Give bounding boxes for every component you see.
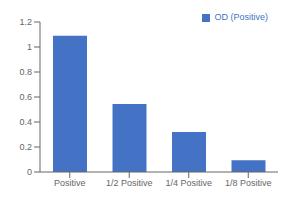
svg-text:1/2 Positive: 1/2 Positive [106,178,153,188]
svg-text:1.2: 1.2 [19,17,32,27]
svg-text:1/8 Positive: 1/8 Positive [225,178,272,188]
svg-text:0.2: 0.2 [19,142,32,152]
svg-text:0.8: 0.8 [19,67,32,77]
svg-text:1/4 Positive: 1/4 Positive [165,178,212,188]
svg-text:0: 0 [27,167,32,177]
html-text:OD (Positive): OD (Positive) [214,12,268,22]
svg-text:Positive: Positive [54,178,86,188]
svg-text:0.4: 0.4 [19,117,32,127]
svg-text:0.6: 0.6 [19,92,32,102]
svg-text:1: 1 [27,42,32,52]
